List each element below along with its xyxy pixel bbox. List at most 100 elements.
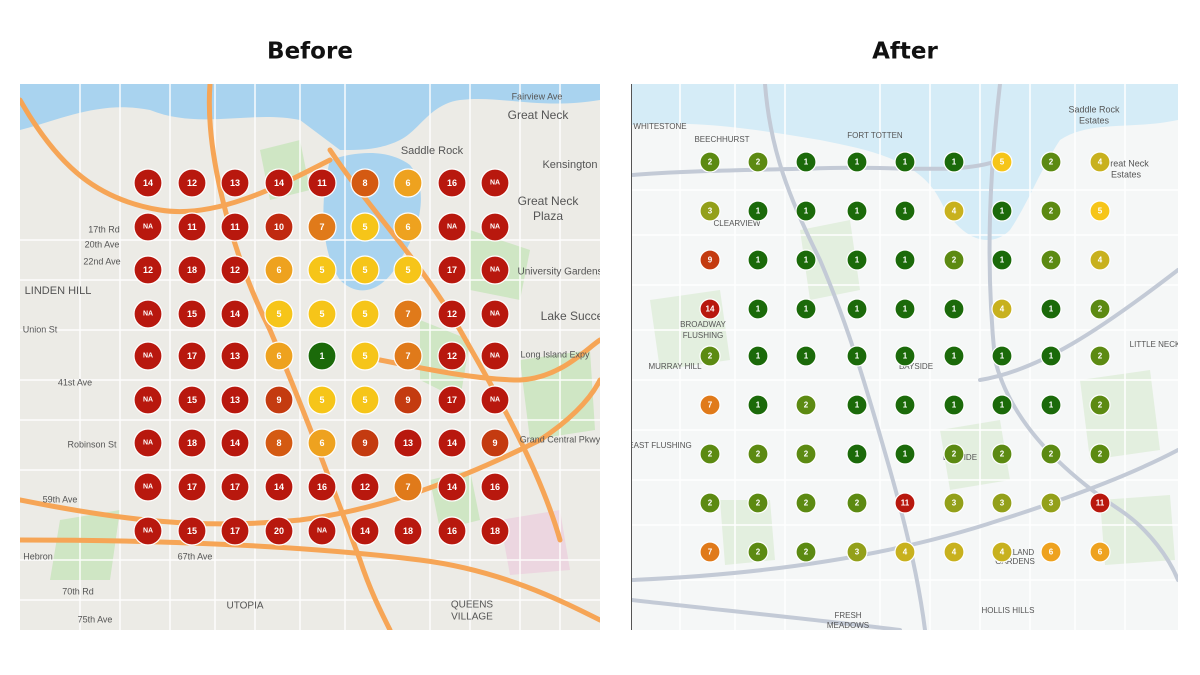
rank-marker	[177, 472, 207, 502]
rank-label: 18	[187, 438, 197, 448]
rank-label: 7	[708, 401, 713, 410]
rank-label: 2	[708, 499, 713, 508]
rank-marker	[133, 212, 163, 242]
rank-marker	[133, 428, 163, 458]
map-label: Lake Success	[541, 309, 616, 323]
rank-label: 9	[708, 256, 713, 265]
rank-marker	[177, 428, 207, 458]
rank-marker	[846, 492, 868, 514]
rank-label: 18	[490, 526, 500, 536]
rank-marker	[894, 492, 916, 514]
rank-label: NA	[490, 224, 500, 231]
rank-marker	[846, 298, 868, 320]
map-label: 67th Ave	[178, 551, 213, 561]
rank-marker	[747, 200, 769, 222]
rank-label: 16	[447, 526, 457, 536]
before-labels: Fairview Ave Great Neck Saddle Rock Kensing…	[23, 91, 616, 624]
rank-marker	[350, 299, 380, 329]
rank-marker	[1040, 200, 1062, 222]
rank-marker	[393, 516, 423, 546]
rank-marker	[350, 341, 380, 371]
rank-marker	[991, 492, 1013, 514]
rank-marker	[177, 385, 207, 415]
rank-label: 1	[1000, 352, 1005, 361]
rank-marker	[699, 249, 721, 271]
rank-label: 9	[492, 438, 497, 448]
rank-label: 2	[804, 499, 809, 508]
map-label: LINDEN HILL	[25, 285, 92, 297]
rank-marker	[177, 341, 207, 371]
rank-label: 1	[756, 401, 761, 410]
rank-label: 5	[362, 309, 367, 319]
rank-label: 2	[1098, 450, 1103, 459]
rank-label: 1	[855, 352, 860, 361]
map-label: Fairview Ave	[512, 91, 563, 101]
rank-label: 6	[405, 178, 410, 188]
rank-marker	[991, 249, 1013, 271]
rank-label: 11	[317, 178, 327, 188]
rank-label: 1	[1049, 401, 1054, 410]
rank-marker	[437, 428, 467, 458]
rank-label: 1	[1000, 207, 1005, 216]
rank-marker	[177, 212, 207, 242]
rank-label: 1	[855, 158, 860, 167]
rank-label: 11	[187, 222, 197, 232]
rank-marker	[437, 168, 467, 198]
rank-label: 7	[708, 548, 713, 557]
rank-label: 13	[230, 178, 240, 188]
rank-label: 1	[952, 352, 957, 361]
rank-label: 5	[362, 265, 367, 275]
rank-label: NA	[317, 528, 327, 535]
rank-marker	[991, 200, 1013, 222]
rank-label: 5	[405, 265, 410, 275]
rank-label: 14	[447, 438, 457, 448]
rank-label: 1	[952, 305, 957, 314]
rank-marker	[177, 255, 207, 285]
rank-label: 2	[1098, 305, 1103, 314]
map-label: QUEENS	[451, 600, 494, 611]
rank-marker	[220, 299, 250, 329]
rank-marker	[264, 212, 294, 242]
rank-marker	[747, 394, 769, 416]
rank-marker	[480, 516, 510, 546]
map-label: BAYSIDE	[899, 362, 933, 371]
rank-marker	[699, 443, 721, 465]
rank-label: NA	[143, 528, 153, 535]
rank-marker	[991, 151, 1013, 173]
rank-label: 2	[804, 401, 809, 410]
map-label: WHITESTONE	[633, 122, 686, 131]
rank-label: 2	[708, 158, 713, 167]
rank-label: 9	[276, 395, 281, 405]
rank-marker	[307, 385, 337, 415]
rank-label: 2	[756, 499, 761, 508]
rank-label: 2	[952, 450, 957, 459]
rank-marker	[307, 255, 337, 285]
map-label: FORT TOTTEN	[847, 131, 903, 140]
rank-marker	[747, 492, 769, 514]
rank-label: 15	[187, 309, 197, 319]
rank-label: 17	[230, 482, 240, 492]
map-label: Long Island Expy	[520, 349, 590, 359]
rank-marker	[133, 299, 163, 329]
rank-label: 1	[855, 450, 860, 459]
rank-label: NA	[490, 397, 500, 404]
rank-label: 1	[1000, 401, 1005, 410]
rank-label: 2	[1049, 450, 1054, 459]
rank-marker	[437, 516, 467, 546]
rank-label: 2	[952, 256, 957, 265]
rank-marker	[795, 394, 817, 416]
map-label: Saddle Rock	[1068, 104, 1120, 114]
rank-marker	[133, 385, 163, 415]
rank-marker	[350, 472, 380, 502]
rank-label: 15	[187, 395, 197, 405]
rank-marker	[437, 255, 467, 285]
rank-marker	[393, 472, 423, 502]
rank-marker	[264, 428, 294, 458]
rank-label: 17	[447, 395, 457, 405]
rank-marker	[894, 200, 916, 222]
rank-marker	[393, 212, 423, 242]
map-label: 17th Rd	[88, 224, 120, 234]
rank-marker	[437, 385, 467, 415]
rank-marker	[1040, 443, 1062, 465]
rank-marker	[1040, 541, 1062, 563]
